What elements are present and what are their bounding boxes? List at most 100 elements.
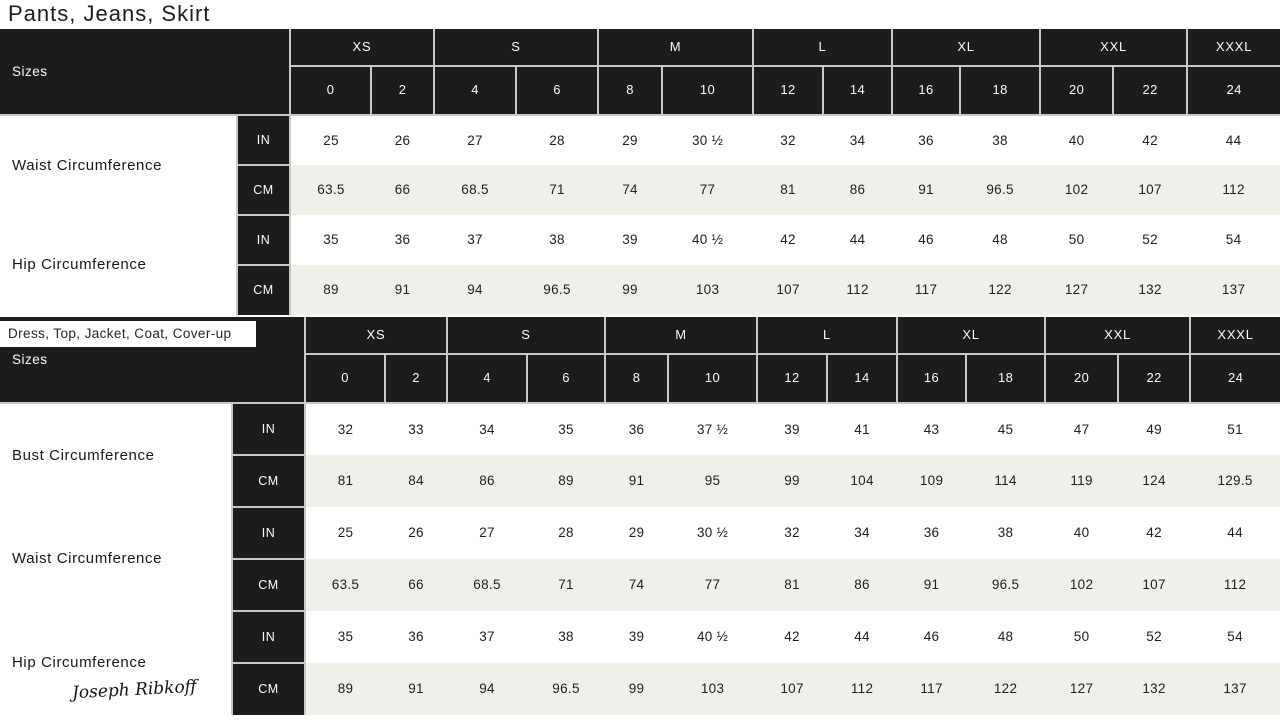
measurement-value: 54	[1190, 611, 1280, 663]
measurement-value: 46	[892, 215, 961, 265]
measurement-value: 112	[1190, 559, 1280, 611]
measurement-value: 77	[668, 559, 758, 611]
measurement-value: 68.5	[434, 165, 517, 215]
size-number-header: 8	[597, 65, 664, 116]
measurement-value: 91	[897, 559, 967, 611]
inches-row: Waist Circumference IN 25 26 27 28 29 30 ½ 32 34 3…	[0, 114, 1280, 215]
measurement-value: 81	[753, 165, 824, 215]
measurement-value: 40 ½	[662, 215, 754, 265]
unit-in-label: IN	[230, 610, 307, 664]
size-group-header: M	[597, 28, 755, 67]
table-pants-jeans-skirt: Sizes XS S M L XL XXL XXXL 0 2 4 6 8 10 12 14 16 18 20 22 24…	[0, 28, 1280, 316]
measurement-value: 40	[1045, 507, 1119, 559]
measurement-value: 77	[662, 165, 754, 215]
measurement-value: 94	[434, 265, 517, 315]
unit-in-label: IN	[230, 506, 307, 560]
measurement-value: 44	[1187, 115, 1280, 165]
measurement-value: 25	[305, 507, 386, 559]
measurement-value: 37	[447, 611, 528, 663]
size-group-header: XXXL	[1189, 316, 1280, 355]
measurement-value: 124	[1118, 455, 1191, 507]
measurement-value: 117	[897, 663, 967, 715]
measurement-value: 34	[447, 403, 528, 455]
measurement-value: 38	[960, 115, 1041, 165]
unit-in-label: IN	[235, 114, 292, 166]
measurement-value: 51	[1190, 403, 1280, 455]
size-number-row: 0 2 4 6 8 10 12 14 16 18 20 22 24	[0, 353, 1280, 404]
measurement-value: 39	[605, 611, 669, 663]
measurement-value: 112	[1187, 165, 1280, 215]
measurement-value: 96.5	[966, 559, 1046, 611]
measurement-value: 36	[385, 611, 448, 663]
measurement-value: 48	[960, 215, 1041, 265]
size-number-header: 16	[891, 65, 962, 116]
inches-row: Hip Circumference IN 35 36 37 38 39 40 ½ 42 44 46 4…	[0, 610, 1280, 715]
centimeters-row: CM 89 91 94 96.5 99 103 107 112 117 122 127 132 137	[0, 662, 1280, 716]
unit-in-label: IN	[230, 402, 307, 456]
measurement-value: 50	[1045, 611, 1119, 663]
measurement-value: 95	[668, 455, 758, 507]
unit-cm-label: CM	[235, 264, 292, 316]
measurement-value: 30 ½	[662, 115, 754, 165]
measurement-value: 86	[823, 165, 893, 215]
second-table-title: Dress, Top, Jacket, Coat, Cover-up	[0, 321, 256, 347]
measurement-value: 81	[305, 455, 386, 507]
size-number-header: 8	[604, 353, 670, 404]
centimeters-row: CM 89 91 94 96.5 99 103 107 112 117 122 127 132 137	[0, 264, 1280, 316]
measurement-value: 99	[757, 455, 828, 507]
size-number-header: 10	[667, 353, 759, 404]
measurement-value: 68.5	[447, 559, 528, 611]
size-number-header: 4	[446, 353, 529, 404]
unit-cm-label: CM	[230, 662, 307, 716]
measurement-value: 38	[966, 507, 1046, 559]
size-number-header: 18	[959, 65, 1042, 116]
size-number-header: 6	[526, 353, 607, 404]
unit-cm-label: CM	[230, 558, 307, 612]
size-number-header: 14	[826, 353, 899, 404]
measurement-value: 34	[827, 507, 898, 559]
measurement-value: 35	[527, 403, 606, 455]
size-number-header: 2	[370, 65, 436, 116]
measurement-value: 112	[823, 265, 893, 315]
measurement-value: 47	[1045, 403, 1119, 455]
size-number-header: 12	[756, 353, 829, 404]
size-number-header: 14	[822, 65, 894, 116]
inches-row: Waist Circumference IN 25 26 27 28 29 30 ½ 32 34 3…	[0, 506, 1280, 611]
size-number-header: 18	[965, 353, 1047, 404]
measurement-value: 94	[447, 663, 528, 715]
measurement-value: 84	[385, 455, 448, 507]
size-group-header: XXXL	[1186, 28, 1280, 67]
measurement-value: 44	[823, 215, 893, 265]
size-number-header: 24	[1189, 353, 1280, 404]
table-dress-top-jacket-coat-cover-up: Sizes XS S M L XL XXL XXXL 0 2 4 6 8 10 12 14 16 18 20 22 24…	[0, 316, 1280, 716]
measurement-value: 28	[516, 115, 599, 165]
unit-in-label: IN	[235, 214, 292, 266]
measurement-value: 52	[1118, 611, 1191, 663]
size-group-header: L	[752, 28, 894, 67]
measurement-value: 81	[757, 559, 828, 611]
inches-row: Hip Circumference IN 35 36 37 38 39 40 ½ 42 44 46 4…	[0, 214, 1280, 315]
size-group-header: M	[604, 316, 759, 355]
measurement-value: 49	[1118, 403, 1191, 455]
size-number-header: 0	[289, 65, 373, 116]
measurement-value: 40	[1040, 115, 1114, 165]
size-group-header: XXL	[1039, 28, 1189, 67]
measurement-value: 117	[892, 265, 961, 315]
size-group-header: S	[433, 28, 600, 67]
size-number-header: 10	[661, 65, 755, 116]
measurement-value: 132	[1113, 265, 1188, 315]
measurement-value: 86	[447, 455, 528, 507]
measurement-value: 107	[757, 663, 828, 715]
measurement-value: 43	[897, 403, 967, 455]
centimeters-row: CM 81 84 86 89 91 95 99 104 109 114 119 124 129.5	[0, 454, 1280, 508]
measurement-value: 66	[385, 559, 448, 611]
measurement-value: 48	[966, 611, 1046, 663]
size-number-header: 20	[1044, 353, 1120, 404]
measurement-value: 74	[605, 559, 669, 611]
measurement-value: 42	[757, 611, 828, 663]
measurement-value: 107	[1118, 559, 1191, 611]
size-letter-row: Sizes XS S M L XL XXL XXXL	[0, 28, 1280, 116]
size-group-header: XL	[891, 28, 1042, 67]
measurement-value: 50	[1040, 215, 1114, 265]
measurement-label: Hip Circumference	[0, 215, 237, 315]
